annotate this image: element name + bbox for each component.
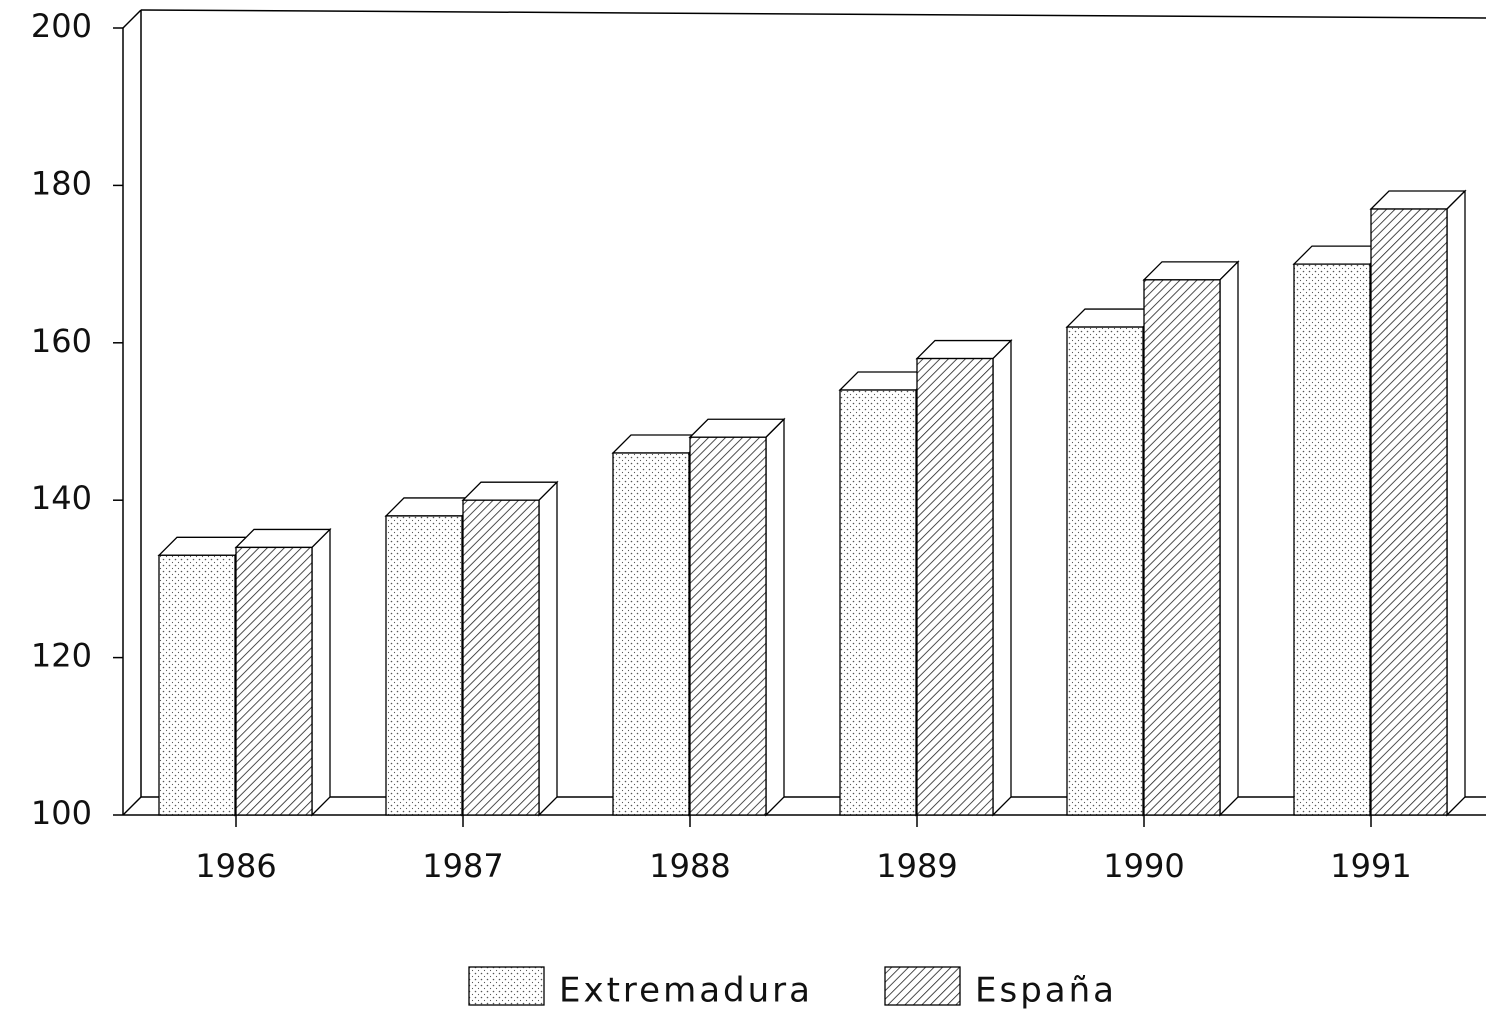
bar-side — [992, 338, 1012, 817]
axes-frame — [122, 9, 1486, 816]
bar — [1293, 263, 1371, 816]
bar — [462, 499, 540, 816]
bar — [385, 515, 463, 816]
x-tick-label: 1990 — [1103, 847, 1184, 885]
bar-side — [1446, 189, 1466, 817]
x-tick-label: 1989 — [876, 847, 957, 885]
bar — [916, 357, 994, 816]
y-tick-label: 180 — [31, 164, 92, 202]
bar — [158, 554, 236, 816]
y-tick-label: 140 — [31, 479, 92, 517]
bar — [689, 436, 767, 816]
bar — [1143, 279, 1221, 816]
y-tick-label: 200 — [31, 7, 92, 45]
bar — [235, 546, 313, 816]
legend: Extremadura España — [468, 966, 1117, 1011]
x-tick-label: 1988 — [649, 847, 730, 885]
x-tick-label: 1987 — [422, 847, 503, 885]
bar-side — [1219, 260, 1239, 817]
bar — [839, 389, 917, 816]
x-tick-label: 1986 — [195, 847, 276, 885]
bar-side — [311, 527, 331, 817]
legend-label: España — [975, 971, 1117, 1011]
y-tick-label: 160 — [31, 322, 92, 360]
legend-swatch — [468, 966, 545, 1006]
bar — [1066, 326, 1144, 816]
y-tick-label: 120 — [31, 637, 92, 675]
bar — [1370, 208, 1448, 816]
legend-swatch — [884, 966, 961, 1006]
bar-side — [538, 480, 558, 817]
bar — [612, 452, 690, 816]
x-tick-label: 1991 — [1330, 847, 1411, 885]
bar-side — [765, 417, 785, 817]
legend-label: Extremadura — [559, 971, 813, 1011]
y-tick-label: 100 — [31, 794, 92, 832]
